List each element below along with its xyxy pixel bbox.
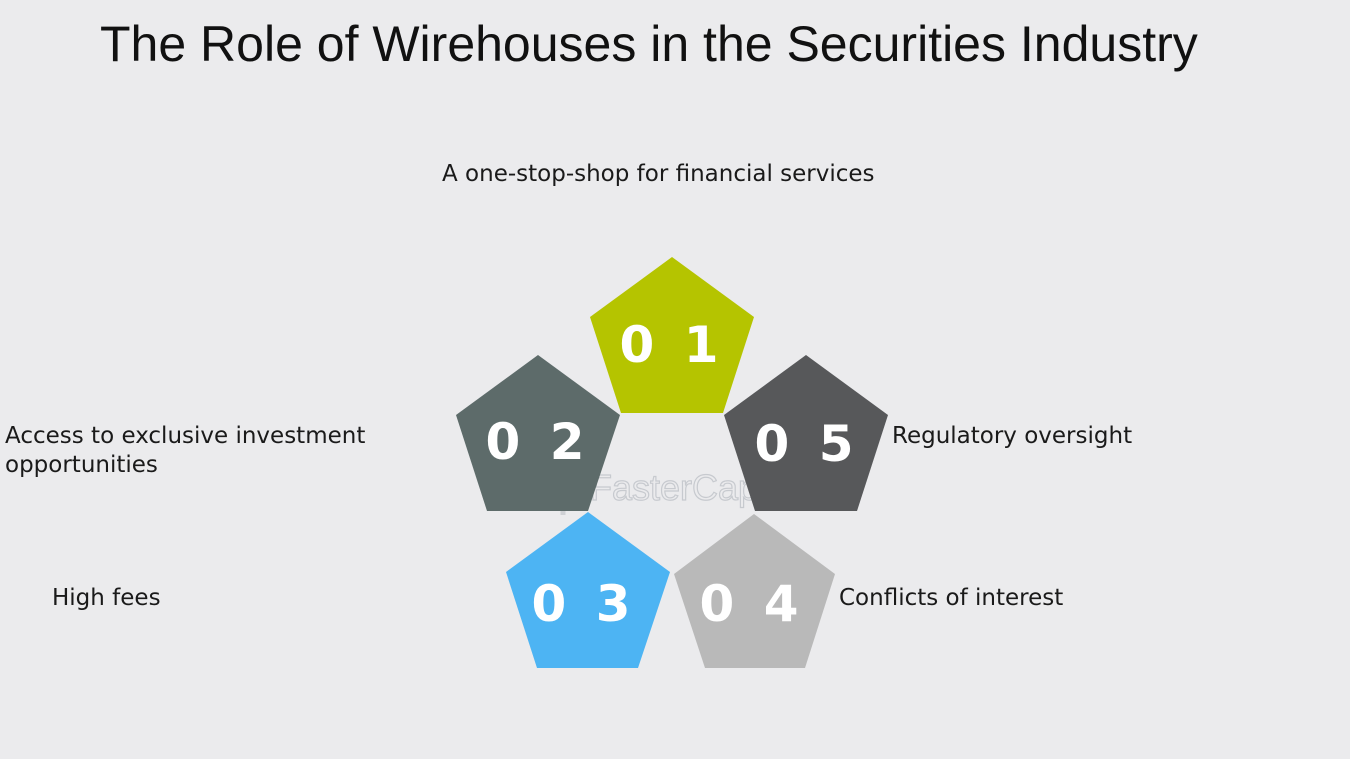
pentagon-01-shape — [590, 257, 754, 413]
pentagon-05-shape — [724, 355, 888, 511]
pentagon-01-number: 0 1 — [620, 316, 725, 374]
pentagon-04-shape — [674, 514, 835, 668]
diagram-title: The Role of Wirehouses in the Securities… — [100, 16, 1198, 72]
pentagon-02-number: 0 2 — [486, 413, 591, 471]
pentagon-03-number: 0 3 — [532, 575, 637, 633]
item-02-label: Access to exclusive investment opportuni… — [5, 423, 366, 478]
pentagon-03-shape — [506, 512, 670, 668]
pentagon-04: 0 4 — [674, 514, 835, 668]
pentagon-04-number: 0 4 — [700, 575, 805, 633]
pentagon-02: 0 2 — [456, 355, 620, 511]
pentagon-01: 0 1 — [590, 257, 754, 413]
pentagon-05: 0 5 — [724, 355, 888, 511]
item-05-label: Regulatory oversight — [892, 423, 1133, 449]
item-01-label: A one-stop-shop for financial services — [442, 161, 875, 187]
pentagon-03: 0 3 — [506, 512, 670, 668]
item-03-label: High fees — [52, 585, 161, 611]
pentagon-02-shape — [456, 355, 620, 511]
item-04-label: Conflicts of interest — [839, 585, 1064, 611]
pentagon-05-number: 0 5 — [755, 415, 860, 473]
